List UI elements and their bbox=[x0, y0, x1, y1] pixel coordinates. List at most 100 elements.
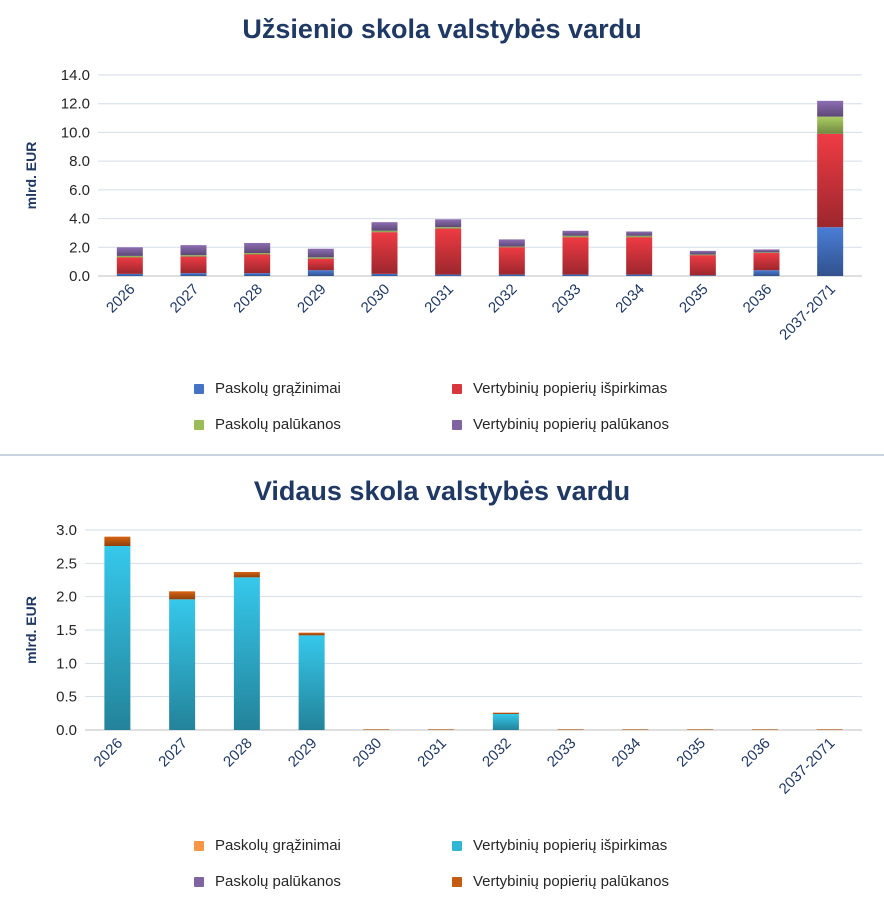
legend-swatch bbox=[452, 876, 462, 887]
bar-segment bbox=[307, 258, 334, 271]
legend-swatch bbox=[194, 840, 204, 851]
y-tick-label: 8.0 bbox=[69, 153, 90, 170]
x-tick-label: 2031 bbox=[414, 735, 450, 771]
bar-segment bbox=[817, 133, 844, 228]
bar-segment bbox=[753, 253, 780, 271]
legend-swatch bbox=[452, 419, 462, 430]
x-tick-label: 2030 bbox=[350, 735, 386, 771]
bar-segment bbox=[104, 536, 131, 546]
x-tick-label: 2028 bbox=[230, 281, 266, 317]
y-tick-label: 2.0 bbox=[56, 589, 77, 606]
bar-segment bbox=[307, 270, 334, 276]
x-tick-label: 2027 bbox=[167, 281, 203, 317]
bar-segment bbox=[169, 599, 196, 730]
chart-panel-domestic-debt: Vidaus skola valstybės vardu 0.0 0.5 1.0 1.… bbox=[0, 462, 884, 908]
legend-item: Paskolų grąžinimai bbox=[194, 380, 341, 397]
bar-segment bbox=[104, 546, 131, 730]
y-tick-label: 2.0 bbox=[69, 239, 90, 256]
x-tick-label: 2029 bbox=[285, 735, 321, 771]
legend-label: Vertybinių popierių palūkanos bbox=[473, 416, 669, 433]
x-tick-label: 2033 bbox=[549, 281, 585, 317]
x-tick-label: 2037-2071 bbox=[776, 735, 839, 798]
legend-label: Paskolų palūkanos bbox=[215, 873, 341, 890]
y-tick-label: 4.0 bbox=[69, 211, 90, 228]
bar-segment bbox=[626, 231, 653, 236]
bar-segment bbox=[562, 235, 589, 238]
bar-segment bbox=[557, 729, 584, 730]
bar-segment bbox=[753, 270, 780, 276]
bar-segment bbox=[689, 275, 716, 276]
y-axis-label: mlrd. EUR bbox=[23, 596, 39, 664]
bar-segment bbox=[180, 256, 207, 274]
y-tick-label: 0.0 bbox=[69, 268, 90, 285]
bar-segment bbox=[298, 635, 325, 730]
bar-segment bbox=[689, 254, 716, 256]
bar-segment bbox=[498, 274, 525, 276]
bar-segment bbox=[371, 222, 398, 231]
bar-segment bbox=[689, 255, 716, 276]
legend-swatch bbox=[452, 840, 462, 851]
bar-segment bbox=[817, 100, 844, 117]
legend-label: Paskolų grąžinimai bbox=[215, 380, 341, 397]
bar-segment bbox=[116, 273, 143, 276]
bar-segment bbox=[751, 729, 778, 730]
x-tick-label: 2034 bbox=[612, 281, 648, 317]
y-tick-label: 1.5 bbox=[56, 622, 77, 639]
chart-panel-external-debt: Užsienio skola valstybės vardu 0.0 2.0 4.0… bbox=[0, 0, 884, 452]
legend-label: Vertybinių popierių išpirkimas bbox=[473, 837, 668, 854]
bar-segment bbox=[435, 219, 462, 228]
bar-segment bbox=[689, 250, 716, 255]
chart-plot-domestic-debt: 0.0 0.5 1.0 1.5 2.0 2.5 3.0 mlrd. EUR 2026 2027 20… bbox=[23, 522, 862, 798]
bar-segment bbox=[562, 230, 589, 236]
bar-segment bbox=[307, 248, 334, 258]
bar-segment bbox=[244, 273, 271, 276]
bar-segment bbox=[626, 274, 653, 276]
bar-segment bbox=[492, 712, 519, 714]
bar-segment bbox=[116, 247, 143, 256]
x-tick-label: 2026 bbox=[91, 735, 127, 771]
legend-item: Paskolų palūkanos bbox=[194, 873, 341, 890]
bar-segment bbox=[116, 257, 143, 274]
legend-item: Paskolų grąžinimai bbox=[194, 837, 341, 854]
legend-swatch bbox=[194, 383, 204, 394]
x-tick-label: 2029 bbox=[294, 281, 330, 317]
bar-segment bbox=[428, 729, 455, 730]
chart-title: Vidaus skola valstybės vardu bbox=[253, 476, 631, 506]
x-tick-label: 2036 bbox=[738, 735, 774, 771]
legend-swatch bbox=[194, 419, 204, 430]
bar-segment bbox=[498, 239, 525, 247]
bar-segment bbox=[562, 274, 589, 276]
y-tick-label: 12.0 bbox=[61, 96, 90, 113]
x-tick-label: 2032 bbox=[479, 735, 515, 771]
bar-segment bbox=[817, 116, 844, 134]
legend-swatch bbox=[194, 876, 204, 887]
bar-segment bbox=[562, 237, 589, 275]
legend-item: Vertybinių popierių palūkanos bbox=[452, 416, 669, 433]
bar-segment bbox=[626, 235, 653, 238]
y-tick-label: 14.0 bbox=[61, 67, 90, 84]
x-tick-label: 2031 bbox=[421, 281, 457, 317]
legend-label: Vertybinių popierių išpirkimas bbox=[473, 380, 668, 397]
x-tick-label: 2035 bbox=[673, 735, 709, 771]
bar-segment bbox=[363, 729, 390, 730]
x-tick-label: 2035 bbox=[676, 281, 712, 317]
x-tick-label: 2033 bbox=[544, 735, 580, 771]
bar-segment bbox=[233, 572, 260, 578]
y-tick-label: 1.0 bbox=[56, 655, 77, 672]
bar-segment bbox=[298, 632, 325, 636]
x-tick-label: 2027 bbox=[155, 735, 191, 771]
panel-divider bbox=[0, 454, 884, 456]
y-tick-label: 3.0 bbox=[56, 522, 77, 539]
x-tick-label: 2037-2071 bbox=[776, 281, 839, 344]
legend-item: Paskolų palūkanos bbox=[194, 416, 341, 433]
bar-segment bbox=[816, 729, 843, 730]
y-axis-label: mlrd. EUR bbox=[23, 142, 39, 210]
chart-title: Užsienio skola valstybės vardu bbox=[242, 14, 642, 44]
x-tick-label: 2032 bbox=[485, 281, 521, 317]
bar-segment bbox=[244, 254, 271, 274]
bar-segment bbox=[307, 257, 334, 259]
legend-label: Paskolų grąžinimai bbox=[215, 837, 341, 854]
bar-segment bbox=[180, 245, 207, 256]
bar-segment bbox=[435, 274, 462, 276]
legend-item: Vertybinių popierių palūkanos bbox=[452, 873, 669, 890]
